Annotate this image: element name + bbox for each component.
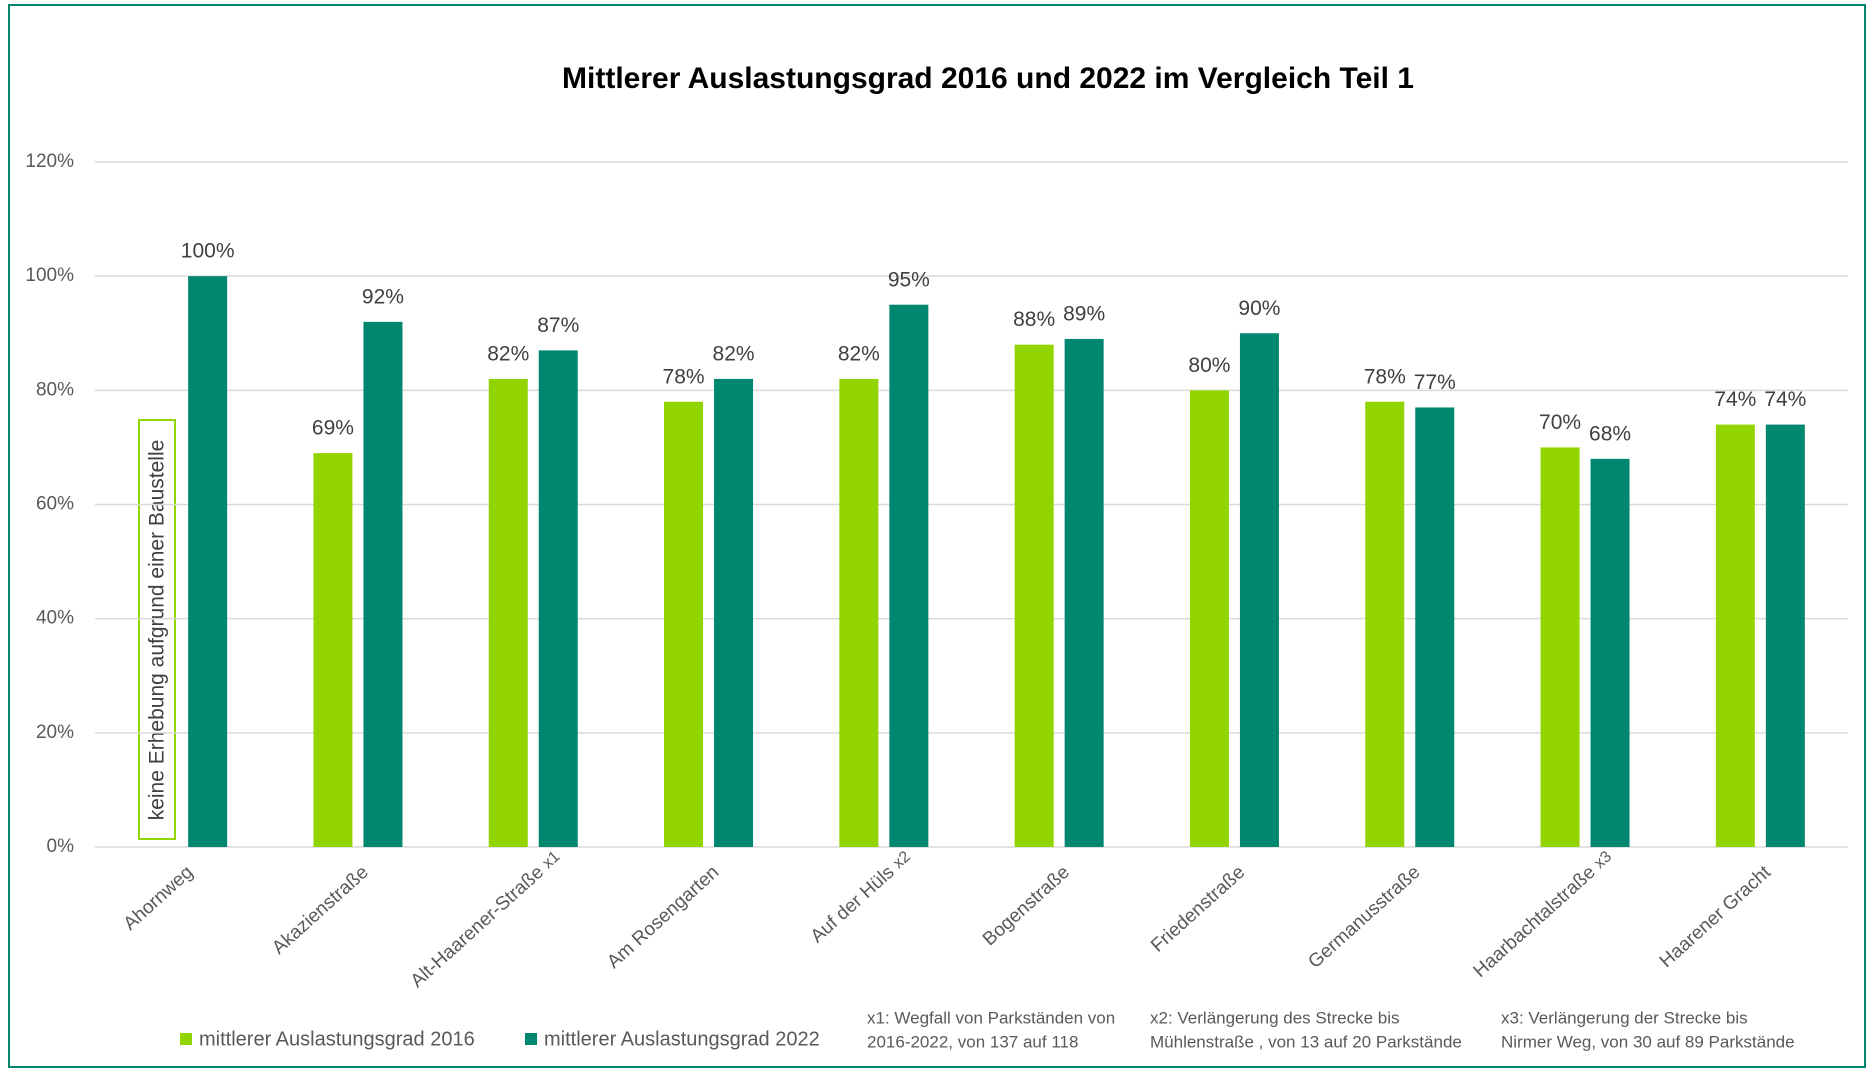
- value-label: 69%: [312, 417, 354, 440]
- frame: [8, 4, 1866, 1068]
- chart-title: Mittlerer Auslastungsgrad 2016 und 2022 …: [562, 62, 1414, 95]
- footnote: x1: Wegfall von Parkständen von: [867, 1008, 1115, 1027]
- bar: [488, 378, 528, 847]
- value-label: 70%: [1539, 411, 1581, 434]
- bar: [714, 378, 754, 847]
- bar: [363, 321, 403, 847]
- x-tick-label: Bogenstraße: [979, 862, 1074, 950]
- value-label: 78%: [1364, 365, 1406, 388]
- y-tick-label: 80%: [36, 379, 74, 400]
- bar: [1365, 401, 1405, 847]
- value-label: 74%: [1714, 388, 1756, 411]
- value-label: 80%: [1188, 354, 1230, 377]
- value-label: 89%: [1063, 303, 1105, 326]
- value-label: 82%: [838, 342, 880, 365]
- bar: [1014, 344, 1054, 847]
- value-label: 88%: [1013, 308, 1055, 331]
- value-label: 100%: [181, 240, 235, 263]
- x-tick-note: x2: [890, 848, 914, 872]
- x-tick-label: Auf der Hüls: [807, 862, 899, 948]
- x-tick-label: Alt-Haarener-Straße: [407, 862, 548, 992]
- footnote: Mühlenstraße , von 13 auf 20 Parkstände: [1150, 1032, 1462, 1051]
- legend-label: mittlerer Auslastungsgrad 2022: [544, 1028, 820, 1050]
- annotation-box: [138, 419, 176, 840]
- x-tick-label: Haarbachtalstraße: [1470, 862, 1600, 982]
- footnote: Nirmer Weg, von 30 auf 89 Parkstände: [1501, 1032, 1795, 1051]
- x-tick-label: Ahornweg: [120, 862, 198, 935]
- legend-label: mittlerer Auslastungsgrad 2016: [199, 1028, 475, 1050]
- value-label: 74%: [1764, 388, 1806, 411]
- bar: [188, 276, 228, 848]
- bar: [538, 350, 578, 847]
- value-label: 82%: [487, 342, 529, 365]
- value-label: 95%: [888, 268, 930, 291]
- y-tick-label: 0%: [47, 836, 75, 857]
- x-tick-label: Haarener Gracht: [1656, 861, 1776, 972]
- value-label: 92%: [362, 285, 404, 308]
- bar: [1064, 338, 1104, 847]
- x-tick-note: x3: [1591, 848, 1615, 872]
- footnote: x3: Verlängerung der Strecke bis: [1501, 1008, 1748, 1027]
- x-tick-label: Am Rosengarten: [603, 862, 723, 973]
- annotation: keine Erhebung aufgrund einer Baustelle: [146, 440, 169, 821]
- x-tick-note: x1: [539, 848, 563, 872]
- footnote: x2: Verlängerung des Strecke bis: [1150, 1008, 1399, 1027]
- value-label: 68%: [1589, 422, 1631, 445]
- bar: [1189, 390, 1229, 847]
- y-tick-label: 40%: [36, 608, 74, 629]
- bar: [1590, 458, 1630, 847]
- y-tick-label: 20%: [36, 722, 74, 743]
- bar: [1540, 447, 1580, 847]
- bar: [1715, 424, 1755, 847]
- bar: [1415, 407, 1455, 847]
- y-tick-label: 100%: [25, 265, 74, 286]
- y-tick-label: 60%: [36, 494, 74, 515]
- value-label: 77%: [1414, 371, 1456, 394]
- bar: [1765, 424, 1805, 847]
- legend-swatch: [180, 1033, 192, 1045]
- footnote: 2016-2022, von 137 auf 118: [867, 1032, 1078, 1051]
- value-label: 90%: [1238, 297, 1280, 320]
- bar: [1239, 333, 1279, 847]
- legend-swatch: [525, 1033, 537, 1045]
- value-label: 78%: [663, 365, 705, 388]
- bar: [313, 453, 353, 847]
- value-label: 82%: [713, 342, 755, 365]
- x-tick-label: Friedenstraße: [1147, 862, 1249, 957]
- bar: [889, 304, 929, 847]
- bar: [839, 378, 879, 847]
- value-label: 87%: [537, 314, 579, 337]
- x-tick-label: Akazienstraße: [268, 862, 372, 959]
- x-tick-label: Germanusstraße: [1304, 862, 1424, 973]
- y-tick-label: 120%: [25, 151, 74, 172]
- bar: [664, 401, 704, 847]
